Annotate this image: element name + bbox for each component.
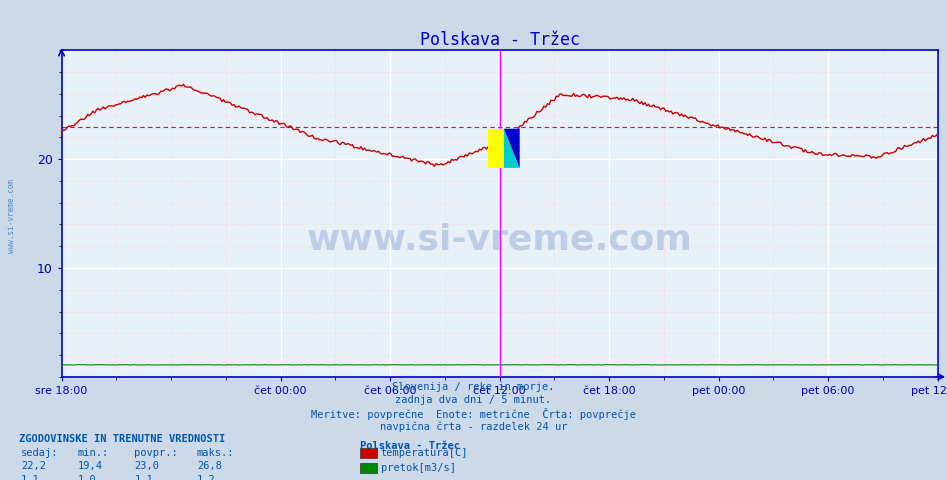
- Text: www.si-vreme.com: www.si-vreme.com: [307, 223, 692, 257]
- Text: 1,2: 1,2: [197, 475, 216, 480]
- Text: 22,2: 22,2: [21, 461, 45, 471]
- Text: temperatura[C]: temperatura[C]: [381, 448, 468, 458]
- Text: sedaj:: sedaj:: [21, 448, 59, 458]
- Polygon shape: [504, 129, 520, 168]
- Text: ZGODOVINSKE IN TRENUTNE VREDNOSTI: ZGODOVINSKE IN TRENUTNE VREDNOSTI: [19, 434, 225, 444]
- Text: 1,1: 1,1: [134, 475, 153, 480]
- Text: 1,1: 1,1: [21, 475, 40, 480]
- Polygon shape: [504, 129, 520, 168]
- Text: www.si-vreme.com: www.si-vreme.com: [7, 179, 16, 253]
- Text: min.:: min.:: [78, 448, 109, 458]
- Text: 19,4: 19,4: [78, 461, 102, 471]
- Text: Polskava - Tržec: Polskava - Tržec: [360, 441, 460, 451]
- Text: 26,8: 26,8: [197, 461, 222, 471]
- Text: maks.:: maks.:: [197, 448, 235, 458]
- Text: 1,0: 1,0: [78, 475, 97, 480]
- Text: Slovenija / reke in morje.: Slovenija / reke in morje.: [392, 382, 555, 392]
- Text: pretok[m3/s]: pretok[m3/s]: [381, 463, 456, 473]
- Bar: [488, 129, 504, 168]
- Text: 23,0: 23,0: [134, 461, 159, 471]
- Text: povpr.:: povpr.:: [134, 448, 178, 458]
- Text: zadnja dva dni / 5 minut.: zadnja dva dni / 5 minut.: [396, 395, 551, 405]
- Text: Meritve: povprečne  Enote: metrične  Črta: povprečje: Meritve: povprečne Enote: metrične Črta:…: [311, 408, 636, 420]
- Text: navpična črta - razdelek 24 ur: navpična črta - razdelek 24 ur: [380, 422, 567, 432]
- Title: Polskava - Tržec: Polskava - Tržec: [420, 31, 580, 49]
